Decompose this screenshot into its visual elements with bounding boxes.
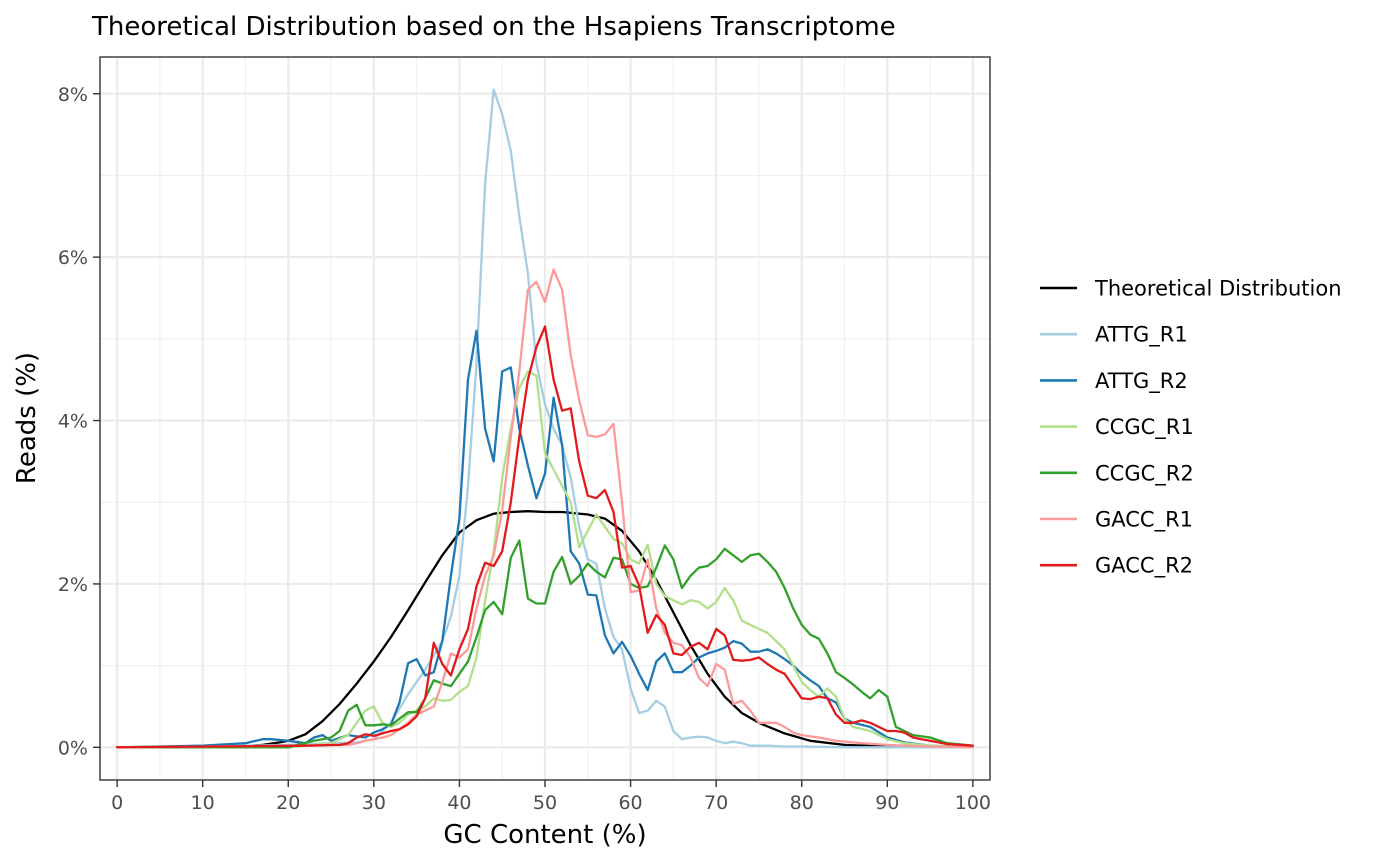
series-line-ccgc-r2 [115, 539, 975, 749]
x-tick-label: 0 [111, 792, 123, 814]
legend-label-ccgc-r1: CCGC_R1 [1095, 415, 1194, 440]
y-tick-label: 6% [58, 247, 88, 269]
chart-title: Theoretical Distribution based on the Hs… [91, 12, 896, 42]
legend: Theoretical Distribution ATTG_R1 ATTG_R2 CC… [1040, 277, 1342, 579]
x-tick-label: 20 [276, 792, 300, 814]
legend-label-gacc-r1: GACC_R1 [1095, 508, 1193, 533]
x-tick-label: 60 [618, 792, 642, 814]
x-tick-label: 10 [191, 792, 215, 814]
x-tick-label: 70 [704, 792, 728, 814]
x-tick-label: 90 [875, 792, 899, 814]
series-line-gacc-r1 [115, 268, 975, 749]
x-tick-label: 80 [790, 792, 814, 814]
x-tick-label: 40 [447, 792, 471, 814]
y-tick-label: 4% [58, 411, 88, 433]
legend-label-ccgc-r2: CCGC_R2 [1095, 461, 1194, 486]
legend-label-attg-r1: ATTG_R1 [1095, 323, 1188, 348]
series-line-theoretical-distribution [115, 510, 975, 749]
plot-panel [99, 56, 991, 781]
x-axis-title: GC Content (%) [443, 820, 646, 850]
y-tick-label: 2% [58, 574, 88, 596]
x-tick-label: 50 [533, 792, 557, 814]
legend-label-attg-r2: ATTG_R2 [1095, 369, 1188, 394]
x-tick-label: 100 [955, 792, 991, 814]
legend-label-gacc-r2: GACC_R2 [1095, 554, 1193, 579]
y-axis-title: Reads (%) [12, 352, 42, 484]
series-line-gacc-r2 [115, 325, 975, 749]
x-tick-label: 30 [362, 792, 386, 814]
y-tick-label: 8% [58, 84, 88, 106]
y-tick-label: 0% [58, 737, 88, 759]
y-axis: 0% 2% 4% 6% 8% [58, 84, 100, 759]
x-axis: 0 10 20 30 40 50 60 70 80 90 100 [111, 780, 991, 814]
legend-label-theoretical-distribution: Theoretical Distribution [1094, 277, 1342, 301]
